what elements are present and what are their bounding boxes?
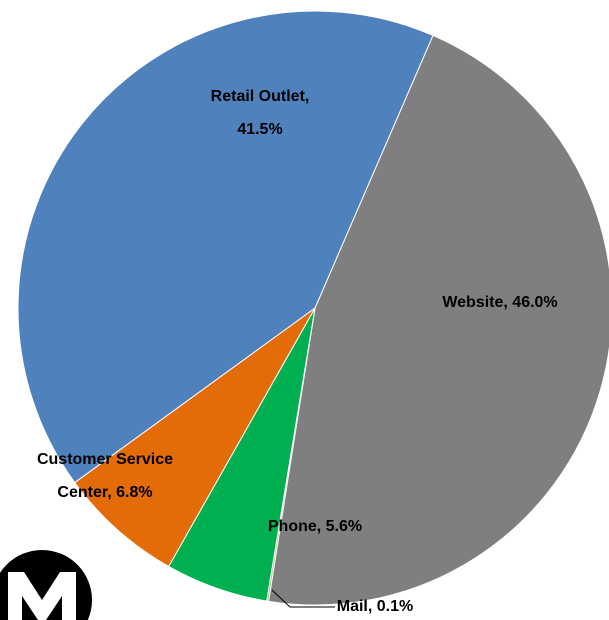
logo (0, 550, 92, 620)
pie-slice (17, 10, 434, 484)
data-label: Retail Outlet, (211, 88, 310, 105)
pie-slice (267, 34, 609, 606)
leader-line (271, 589, 335, 608)
pie-slice (74, 307, 316, 568)
data-label: Mail, 0.1% (337, 598, 413, 615)
data-label: 41.5% (237, 121, 282, 138)
data-label: Customer Service (37, 451, 173, 468)
data-label: Center, 6.8% (57, 484, 152, 501)
data-label: Website, 46.0% (442, 294, 557, 311)
data-label: Phone, 5.6% (268, 518, 362, 535)
